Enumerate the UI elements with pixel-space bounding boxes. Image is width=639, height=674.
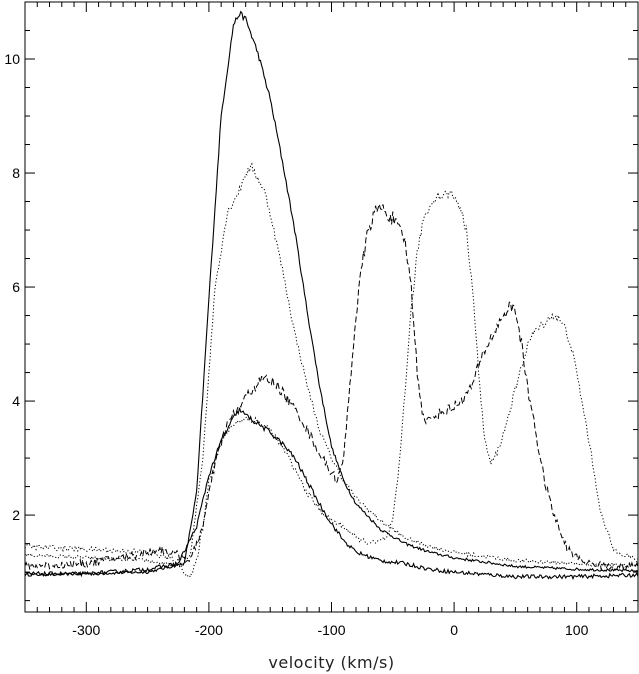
y-tick-label: 6 bbox=[12, 279, 20, 295]
axes-layer: -300 -200 -100 0 100 2 4 6 8 10 bbox=[4, 1, 639, 638]
y-tick-label: 4 bbox=[12, 393, 20, 409]
x-tick-label: 100 bbox=[565, 622, 589, 638]
series-line-5 bbox=[24, 202, 639, 571]
x-axis-title: velocity (km/s) bbox=[268, 653, 394, 672]
y-tick-label: 2 bbox=[12, 507, 20, 523]
y-tick-label: 8 bbox=[12, 165, 20, 181]
series-line-4 bbox=[24, 189, 639, 579]
x-tick-label: 0 bbox=[450, 622, 458, 638]
series-line-1 bbox=[24, 10, 639, 577]
x-tick-label: -200 bbox=[195, 622, 223, 638]
series-line-3 bbox=[25, 407, 639, 581]
y-tick-label: 10 bbox=[4, 51, 20, 67]
plot-frame bbox=[24, 1, 639, 613]
x-tick-label: -300 bbox=[72, 622, 100, 638]
series-line-2 bbox=[24, 162, 639, 569]
series-layer bbox=[24, 10, 639, 581]
x-tick-label: -100 bbox=[317, 622, 345, 638]
